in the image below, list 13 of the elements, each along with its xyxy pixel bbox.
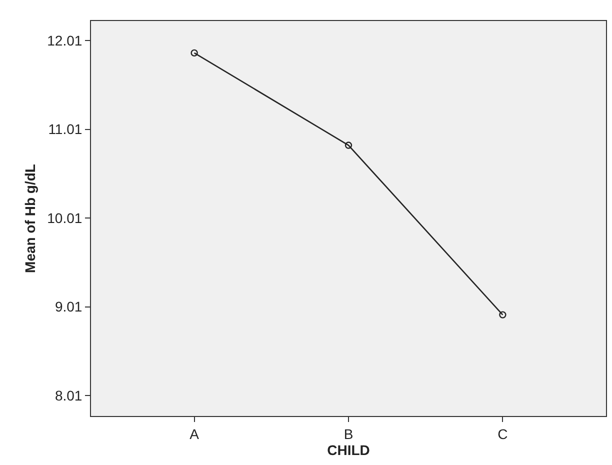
y-tick-label: 12.01: [47, 32, 82, 48]
point: [499, 311, 506, 318]
x-axis-title: CHILD: [327, 442, 370, 458]
y-axis-title: Mean of Hb g/dL: [22, 164, 38, 273]
y-tick-label: 8.01: [54, 387, 82, 404]
point: [344, 142, 352, 149]
y-tick-label: 11.01: [48, 121, 82, 138]
y-tick-label: 9.01: [54, 298, 82, 315]
x-tick-label: A: [190, 426, 200, 442]
y-tick-label: 10.01: [47, 210, 82, 226]
x-tick-label: C: [498, 426, 508, 442]
point: [190, 49, 198, 57]
x-tick-label: B: [344, 426, 354, 442]
